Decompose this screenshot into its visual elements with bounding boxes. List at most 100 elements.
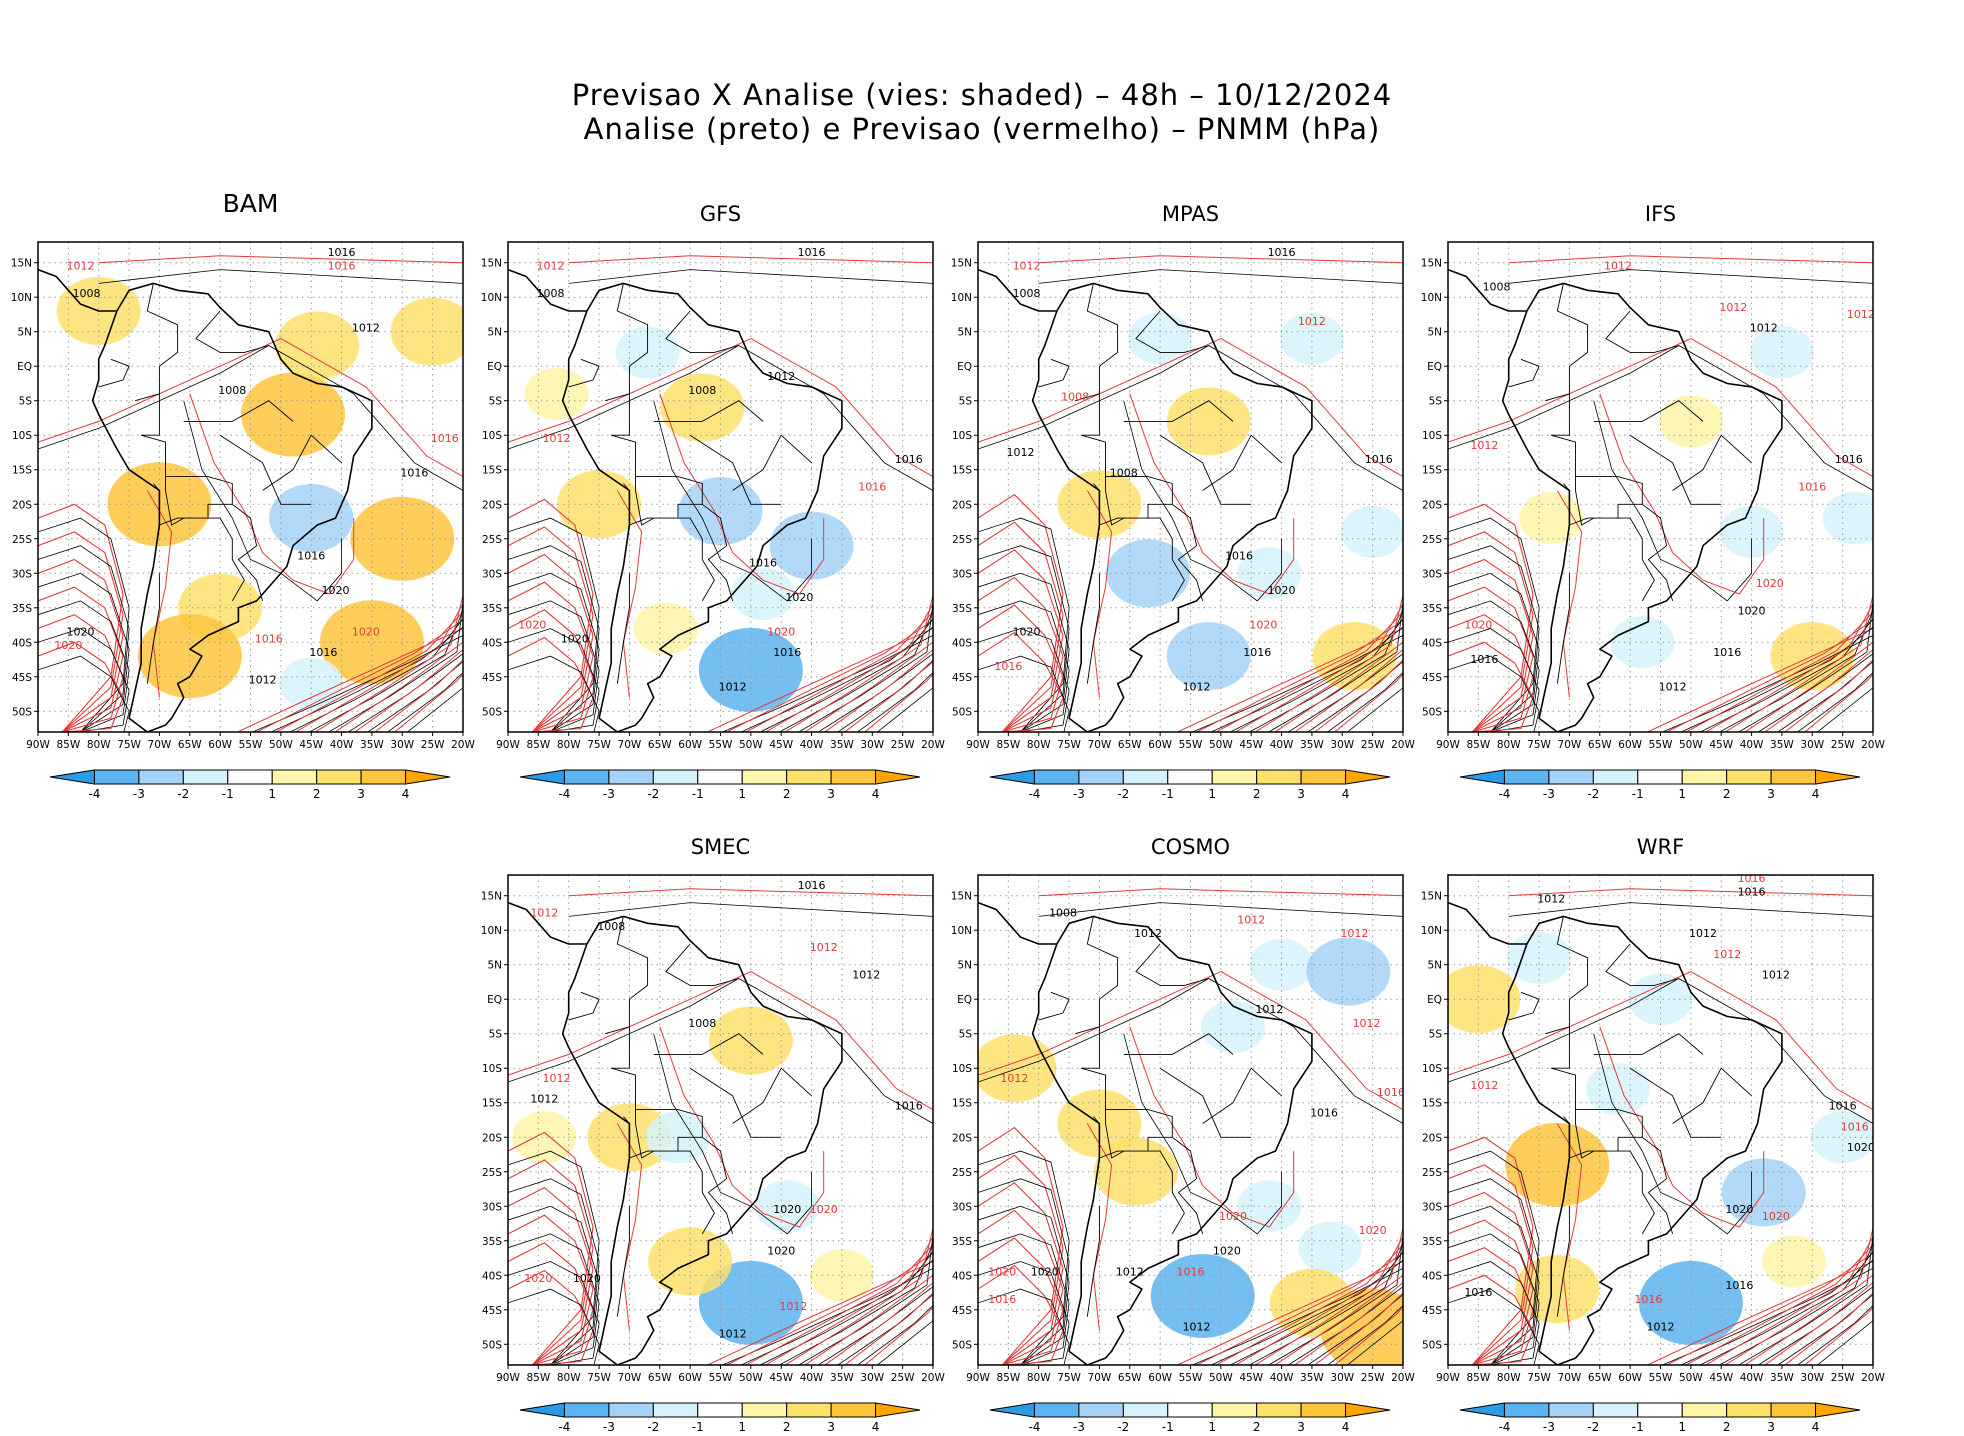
analysis-isobar <box>1448 1205 1540 1365</box>
lat-tick-label: 45S <box>12 672 32 684</box>
forecast-isobar <box>1724 595 1873 732</box>
colorbar-label: 4 <box>402 787 410 801</box>
colorbar-label: -1 <box>1632 1420 1644 1434</box>
country-border <box>568 991 600 1021</box>
analysis-isobar <box>797 602 933 732</box>
country-border <box>1086 1206 1100 1317</box>
bias-shade <box>512 1111 577 1164</box>
forecast-isobar <box>38 558 124 732</box>
lon-tick-label: 65W <box>1588 739 1612 751</box>
forecast-isobar <box>189 393 355 595</box>
country-border <box>1105 476 1124 526</box>
analysis-isobar <box>347 594 463 732</box>
lon-tick-label: 90W <box>496 1372 520 1384</box>
country-border <box>604 1026 734 1235</box>
analysis-contour-label: 1016 <box>1738 886 1766 899</box>
colorbar-swatch <box>1770 1402 1817 1418</box>
country-border <box>677 503 703 519</box>
lat-tick-label: EQ <box>957 361 972 373</box>
analysis-contour-label: 1016 <box>1365 453 1393 466</box>
lat-tick-label: 35S <box>12 603 32 615</box>
colorbar-swatch <box>1726 1402 1772 1418</box>
lat-tick-label: 25S <box>952 534 972 546</box>
bias-shade <box>1822 492 1873 545</box>
forecast-contour-label: 1020 <box>1756 577 1784 590</box>
forecast-isobar <box>508 609 594 732</box>
analysis-contour-label: 1016 <box>1464 1286 1492 1299</box>
lon-tick-label: 25W <box>891 739 915 751</box>
forecast-isobar <box>373 570 463 732</box>
forecast-isobar <box>978 1126 1064 1365</box>
analysis-contour-label: 1008 <box>688 384 716 397</box>
lat-tick-label: 50S <box>12 706 32 718</box>
forecast-contour-label: 1012 <box>779 1300 807 1313</box>
forecast-contour-label: 1020 <box>810 1203 838 1216</box>
forecast-contour-label: 1016 <box>1634 1293 1662 1306</box>
lon-tick-label: 75W <box>587 739 611 751</box>
colorbar-swatch <box>786 769 832 785</box>
lat-tick-label: 20S <box>482 1132 502 1144</box>
analysis-isobar <box>98 269 463 284</box>
forecast-isobar <box>1313 1203 1403 1365</box>
country-border <box>629 517 715 602</box>
country-border <box>629 1150 715 1235</box>
bias-shade <box>755 1180 820 1233</box>
lat-tick-label: 15S <box>482 1098 502 1110</box>
colorbar-swatch <box>1122 1402 1169 1418</box>
coastline <box>1448 268 1527 312</box>
country-border <box>653 1033 764 1055</box>
analysis-isobar <box>1508 902 1873 917</box>
forecast-contour-label: 1020 <box>767 625 795 638</box>
colorbar-swatch <box>830 769 877 785</box>
lon-tick-label: 40W <box>800 1372 824 1384</box>
panel-title: GFS <box>700 202 741 226</box>
bias-shade <box>633 602 698 655</box>
analysis-contour-label: 1012 <box>249 674 277 687</box>
analysis-isobar <box>1816 569 1873 732</box>
forecast-isobar <box>1234 603 1403 732</box>
country-border <box>195 310 269 353</box>
lon-tick-label: 35W <box>1770 1372 1794 1384</box>
lon-tick-label: 25W <box>1361 1372 1385 1384</box>
forecast-contour-label: 1012 <box>543 432 571 445</box>
colorbar-label: 1 <box>268 787 276 801</box>
forecast-isobar <box>1724 1228 1873 1365</box>
analysis-contour-label: 1020 <box>1725 1203 1753 1216</box>
colorbar-swatch <box>1033 1402 1080 1418</box>
lat-tick-label: 50S <box>482 1339 502 1351</box>
analysis-contour-label: 1020 <box>1031 1265 1059 1278</box>
forecast-isobar <box>1783 570 1873 732</box>
bias-shade <box>678 477 763 546</box>
lon-tick-label: 55W <box>709 1372 733 1384</box>
colorbar-swatch <box>875 1402 921 1418</box>
lon-tick-label: 55W <box>239 739 263 751</box>
colorbar-label: 2 <box>783 787 791 801</box>
lon-tick-label: 65W <box>1118 1372 1142 1384</box>
analysis-contour-label: 1008 <box>597 920 625 933</box>
analysis-isobar <box>1737 1235 1873 1365</box>
lat-tick-label: 10N <box>481 925 502 937</box>
bias-shade <box>1610 616 1675 669</box>
colorbar-swatch <box>830 1402 877 1418</box>
country-border <box>616 283 649 394</box>
colorbar-swatch <box>652 769 699 785</box>
colorbar-swatch <box>49 769 95 785</box>
country-border <box>1575 1109 1594 1159</box>
colorbar-label: 3 <box>357 787 365 801</box>
country-border <box>1556 573 1570 684</box>
country-border <box>1202 1067 1282 1124</box>
forecast-isobar <box>1448 1136 1534 1365</box>
bias-shade <box>1519 492 1584 545</box>
lon-tick-label: 30W <box>1800 739 1824 751</box>
analysis-isobar <box>1229 1251 1403 1365</box>
forecast-isobar <box>38 531 124 732</box>
bias-shade <box>1201 1000 1265 1053</box>
colorbar-label: 1 <box>1678 1420 1686 1434</box>
forecast-isobar <box>1448 1274 1534 1365</box>
colorbar-label: -2 <box>177 787 189 801</box>
colorbar-swatch <box>1770 769 1817 785</box>
analysis-isobar <box>1796 577 1873 732</box>
forecast-isobar <box>804 1220 933 1365</box>
forecast-isobar <box>706 628 933 732</box>
colorbar-swatch <box>1592 1402 1639 1418</box>
